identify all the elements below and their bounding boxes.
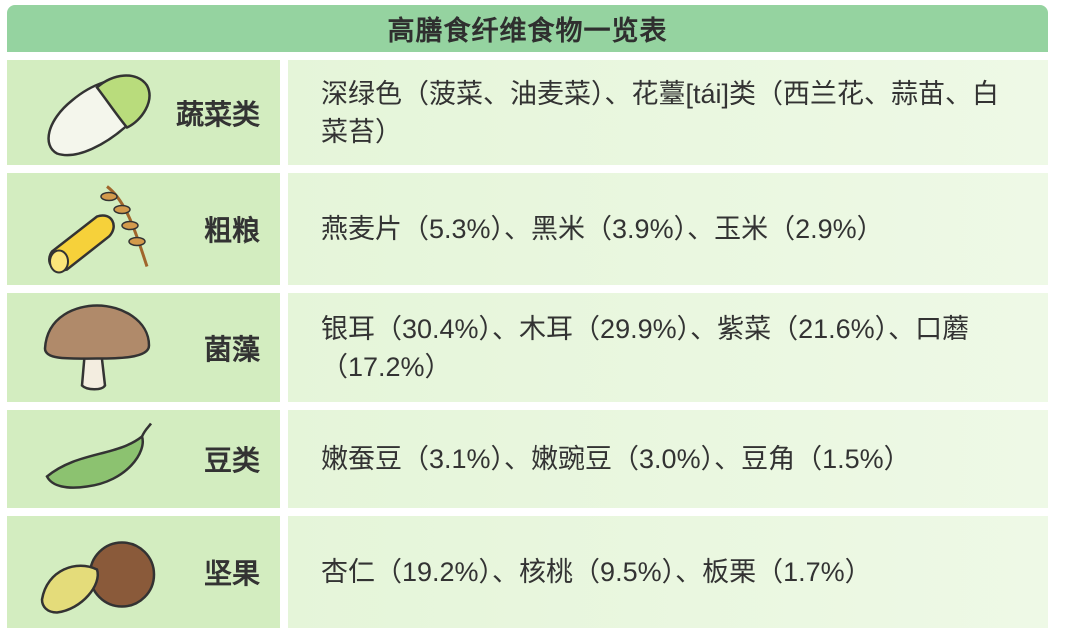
pea-pod-icon [45, 422, 153, 489]
foods-text: 嫩蚕豆（3.1%）、嫩豌豆（3.0%）、豆角（1.5%） [321, 444, 911, 474]
foods-cell: 杏仁（19.2%）、核桃（9.5%）、板栗（1.7%） [288, 516, 1048, 628]
foods-text: 深绿色（菠菜、油麦菜）、花薹[tái]类（西兰花、蒜苗、白菜苔） [321, 78, 1000, 147]
table-row: 粗粮 燕麦片（5.3%）、黑米（3.9%）、玉米（2.9%） [7, 173, 1048, 285]
mushroom-icon [43, 303, 151, 390]
category-label: 坚果 [203, 558, 260, 589]
category-label: 豆类 [203, 445, 260, 476]
foods-cell: 深绿色（菠菜、油麦菜）、花薹[tái]类（西兰花、蒜苗、白菜苔） [288, 60, 1048, 165]
foods-cell: 燕麦片（5.3%）、黑米（3.9%）、玉米（2.9%） [288, 173, 1048, 285]
category-cell: 蔬菜类 [7, 60, 280, 165]
corn-wheat-icon [48, 185, 149, 274]
table-row: 豆类 嫩蚕豆（3.1%）、嫩豌豆（3.0%）、豆角（1.5%） [7, 410, 1048, 508]
category-label: 菌藻 [203, 333, 260, 365]
table-title: 高膳食纤维食物一览表 [7, 5, 1048, 52]
category-label: 蔬菜类 [175, 98, 260, 130]
category-cell: 坚果 [7, 516, 280, 628]
cabbage-icon [47, 73, 151, 156]
foods-text: 燕麦片（5.3%）、黑米（3.9%）、玉米（2.9%） [321, 214, 884, 244]
category-cell: 豆类 [7, 410, 280, 508]
foods-text: 银耳（30.4%）、木耳（29.9%）、紫菜（21.6%）、口蘑（17.2%） [321, 313, 970, 382]
table-row: 坚果 杏仁（19.2%）、核桃（9.5%）、板栗（1.7%） [7, 516, 1048, 628]
category-label: 粗粮 [203, 215, 260, 246]
nuts-icon [40, 541, 156, 614]
table-row: 菌藻 银耳（30.4%）、木耳（29.9%）、紫菜（21.6%）、口蘑（17.2… [7, 293, 1048, 402]
table-row: 蔬菜类 深绿色（菠菜、油麦菜）、花薹[tái]类（西兰花、蒜苗、白菜苔） [7, 60, 1048, 165]
foods-text: 杏仁（19.2%）、核桃（9.5%）、板栗（1.7%） [321, 557, 872, 587]
foods-cell: 银耳（30.4%）、木耳（29.9%）、紫菜（21.6%）、口蘑（17.2%） [288, 293, 1048, 402]
category-cell: 菌藻 [7, 293, 280, 402]
category-cell: 粗粮 [7, 173, 280, 285]
foods-cell: 嫩蚕豆（3.1%）、嫩豌豆（3.0%）、豆角（1.5%） [288, 410, 1048, 508]
